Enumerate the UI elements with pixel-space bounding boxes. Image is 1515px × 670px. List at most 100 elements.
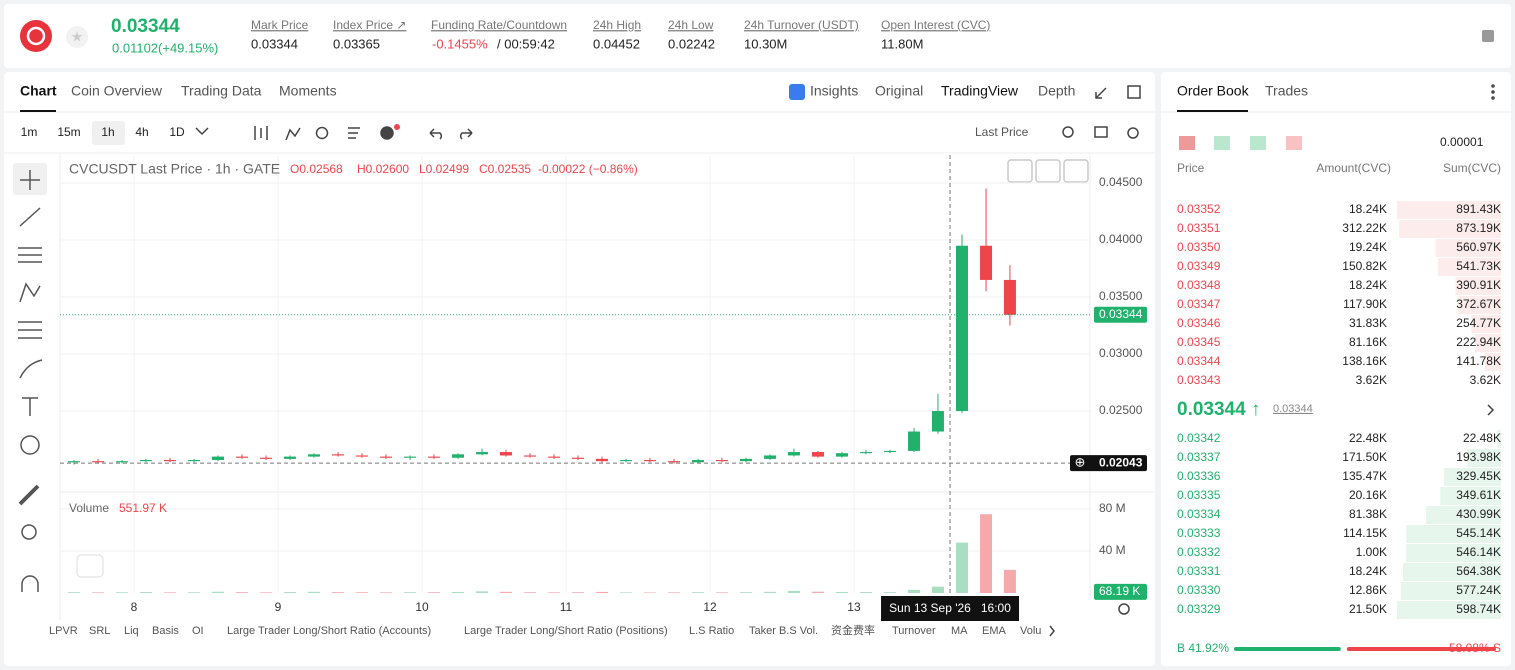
indicator[interactable]: L.S Ratio (689, 625, 734, 637)
interval-dropdown[interactable] (195, 127, 209, 136)
tool-fib[interactable] (18, 321, 42, 339)
ob-sum: 254.77K (1456, 316, 1501, 330)
icon-settings[interactable] (1127, 127, 1139, 139)
icon-window[interactable] (1127, 85, 1141, 99)
btn-reset[interactable] (1063, 159, 1089, 183)
last-price-label: 0.03344 (1099, 307, 1143, 321)
indicator[interactable]: OI (192, 625, 204, 637)
icon-scroll-right[interactable] (1049, 625, 1055, 637)
filter-both[interactable] (1179, 136, 1195, 150)
icon-more[interactable] (1491, 90, 1495, 94)
ob-tab[interactable]: Order Book (1177, 83, 1250, 99)
crosshair-date-label: Sun 13 Sep '26 16:00 (889, 601, 1011, 615)
volume-bar (332, 592, 345, 593)
favorite-star[interactable]: ★ (71, 29, 84, 45)
volume-bar (643, 592, 656, 593)
indicator[interactable]: MA (951, 625, 968, 637)
candle-body (739, 458, 752, 462)
icon-expand[interactable] (1095, 87, 1107, 99)
filter-bids[interactable] (1214, 136, 1230, 150)
icon-more[interactable] (1491, 96, 1495, 100)
interval[interactable]: 1m (21, 125, 38, 139)
btn-scroll[interactable] (1007, 159, 1033, 183)
tool-zoom[interactable] (21, 524, 37, 540)
icon-chevron[interactable] (1487, 404, 1495, 416)
filter-asks-only[interactable] (1286, 136, 1302, 150)
icon-target[interactable] (1118, 603, 1130, 615)
tool-pattern[interactable] (19, 282, 41, 303)
price-type[interactable]: Last Price (975, 125, 1029, 139)
volume-bar (139, 592, 152, 593)
indicator[interactable]: Turnover (892, 625, 936, 637)
chart-tab[interactable]: Moments (279, 83, 337, 99)
ob-tab[interactable]: Trades (1265, 83, 1308, 99)
chart-tab[interactable]: Coin Overview (71, 83, 163, 99)
icon-redo[interactable] (459, 128, 473, 140)
interval[interactable]: 1D (169, 125, 185, 139)
tool-magnet[interactable] (21, 575, 39, 592)
icon-add[interactable] (380, 126, 394, 140)
ob-price: 0.03332 (1177, 545, 1221, 559)
indicator[interactable]: EMA (982, 625, 1007, 637)
indicator[interactable]: Liq (124, 625, 139, 637)
candle-body (548, 456, 561, 458)
view-tab[interactable]: Original (875, 83, 923, 99)
interval[interactable]: 15m (57, 125, 80, 139)
depth-bar (1471, 315, 1501, 333)
icon-template[interactable] (348, 127, 360, 139)
candle-body (308, 454, 321, 457)
candle-body (355, 455, 368, 457)
candle-body (620, 460, 633, 462)
chart-tab[interactable]: Trading Data (181, 83, 262, 99)
tool-brush[interactable] (19, 359, 43, 379)
volume-bar (380, 592, 393, 593)
volume-bar (355, 592, 368, 593)
tool-channel[interactable] (18, 247, 42, 263)
tool-line[interactable] (19, 207, 41, 227)
menu-icon[interactable] (1482, 30, 1494, 42)
ob-price: 0.03342 (1177, 431, 1221, 445)
indicator[interactable]: SRL (89, 625, 110, 637)
candle-body (452, 454, 465, 458)
tool-emoji[interactable] (20, 435, 40, 455)
ob-sum: 545.14K (1456, 526, 1501, 540)
indicator[interactable]: Volu (1020, 625, 1041, 637)
indicator[interactable]: Taker B.S Vol. (749, 625, 818, 637)
icon-more[interactable] (1491, 84, 1495, 88)
view-tab[interactable]: Insights (810, 83, 858, 99)
indicator[interactable]: Large Trader Long/Short Ratio (Positions… (464, 625, 668, 637)
icon-candles[interactable] (254, 126, 268, 140)
btn-fit[interactable] (1035, 159, 1061, 183)
view-tab[interactable]: Depth (1038, 83, 1075, 99)
icon-camera[interactable] (1094, 126, 1108, 138)
tool-measure[interactable] (18, 484, 40, 506)
favorite[interactable] (66, 26, 88, 48)
volume-bar (836, 591, 849, 593)
interval[interactable]: 4h (135, 125, 148, 139)
icon-undo[interactable] (429, 128, 443, 140)
indicator[interactable]: Large Trader Long/Short Ratio (Accounts) (227, 625, 431, 637)
buy-ratio: B 41.92% (1177, 641, 1229, 655)
icon-replay[interactable] (315, 126, 329, 140)
ob-sum: 222.94K (1456, 335, 1501, 349)
stat-label: 24h Low (668, 18, 714, 32)
icon-search[interactable] (1062, 126, 1074, 138)
ob-amount: 81.16K (1349, 335, 1387, 349)
icon-indicators[interactable] (285, 127, 301, 141)
ob-precision[interactable]: 0.00001 (1440, 135, 1484, 149)
stat-value: 10.30M (744, 36, 787, 51)
chart-tab[interactable]: Chart (20, 83, 57, 99)
depth-bar (1437, 258, 1501, 276)
volume-bar (452, 591, 465, 593)
tool-text[interactable] (22, 397, 38, 416)
indicator[interactable]: 资金费率 (831, 623, 875, 637)
view-tab[interactable]: TradingView (941, 83, 1019, 99)
y-tick-label: 0.03000 (1099, 346, 1143, 360)
indicator[interactable]: Basis (152, 625, 179, 637)
interval[interactable]: 1h (101, 125, 114, 139)
ob-price: 0.03344 (1177, 354, 1221, 368)
filter-asks[interactable] (1250, 136, 1266, 150)
stat-value: -0.1455% (432, 36, 488, 51)
indicator[interactable]: LPVR (49, 625, 78, 637)
tool-crosshair[interactable] (20, 170, 40, 190)
